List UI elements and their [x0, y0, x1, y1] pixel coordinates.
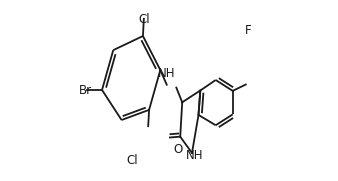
Text: Br: Br	[79, 84, 92, 97]
Text: Cl: Cl	[126, 154, 138, 167]
Text: F: F	[245, 24, 252, 37]
Text: Cl: Cl	[139, 12, 150, 26]
Text: NH: NH	[158, 67, 175, 80]
Text: NH: NH	[186, 149, 203, 162]
Text: O: O	[173, 143, 182, 156]
